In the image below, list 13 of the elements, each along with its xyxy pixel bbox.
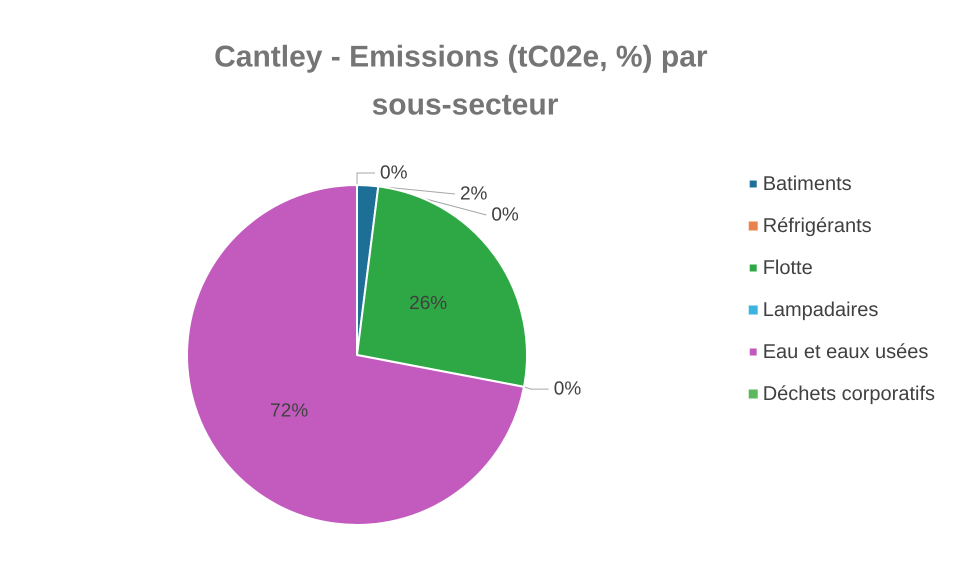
data-label: 72%	[270, 400, 308, 422]
text: 0%	[554, 378, 582, 400]
legend-label: Flotte	[762, 257, 813, 279]
legend-label: Déchets corporatifs	[762, 383, 935, 405]
legend-label: Batiments	[762, 173, 852, 195]
chart-title: Cantley - Emissions (tC02e, %) par sous-secteur	[214, 40, 716, 122]
data-label: 2%	[460, 184, 488, 204]
legend-label: Eau et eaux usées	[762, 341, 928, 363]
legend-label: Lampadaires	[762, 299, 878, 321]
text: 0%	[491, 204, 519, 226]
legend-label: Réfrigérants	[762, 215, 872, 237]
data-label: 26%	[409, 292, 448, 314]
text: 0%	[380, 162, 408, 184]
